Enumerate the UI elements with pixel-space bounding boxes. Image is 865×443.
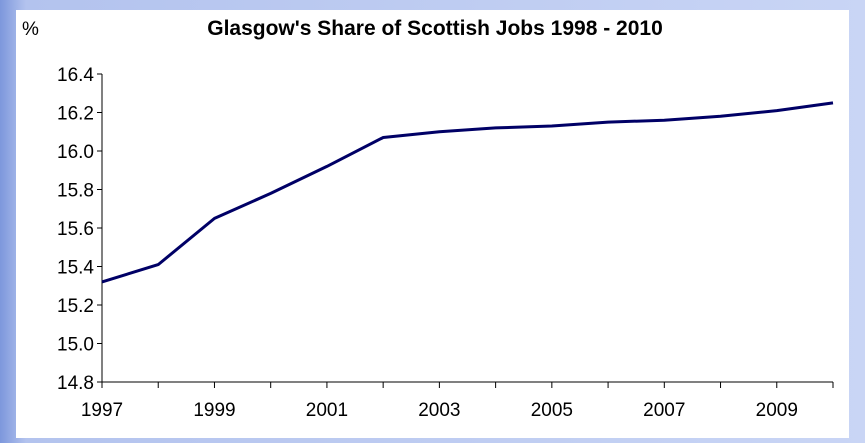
data-point [101, 280, 104, 283]
data-point [719, 115, 722, 118]
data-point [269, 192, 272, 195]
x-tick-label: 1999 [193, 400, 235, 421]
chart-frame: % Glasgow's Share of Scottish Jobs 1998 … [16, 10, 849, 438]
data-point [607, 121, 610, 124]
x-tick-label: 2001 [306, 400, 348, 421]
series-line [101, 101, 834, 284]
data-point [213, 217, 216, 220]
chart-title: Glasgow's Share of Scottish Jobs 1998 - … [207, 17, 663, 40]
y-unit-label: % [22, 19, 39, 40]
line-chart: % Glasgow's Share of Scottish Jobs 1998 … [22, 17, 835, 421]
data-point [157, 263, 160, 266]
x-tick-label: 2007 [643, 400, 685, 421]
y-tick-label: 15.8 [57, 181, 94, 202]
y-tick-label: 16.0 [57, 142, 94, 163]
data-point [550, 124, 553, 127]
data-point [775, 109, 778, 112]
axes: 16.4 16.2 16.0 15.8 15.6 15.4 15.2 15.0 14.8 1997… [57, 65, 834, 421]
y-tick-label: 15.0 [57, 335, 94, 356]
y-tick-label: 15.2 [57, 296, 94, 317]
y-tick-label: 15.6 [57, 219, 94, 240]
data-point [382, 136, 385, 139]
y-tick-label: 15.4 [57, 258, 94, 279]
x-tick-label: 2003 [418, 400, 460, 421]
data-point [663, 119, 666, 122]
plot-area [101, 101, 835, 284]
y-tick-label: 16.4 [57, 65, 94, 86]
data-point [325, 165, 328, 168]
x-tick-label: 2009 [756, 400, 798, 421]
x-tick-label: 1997 [81, 400, 123, 421]
x-tick-label: 2005 [531, 400, 573, 421]
y-tick-label: 16.2 [57, 104, 94, 125]
data-point [438, 130, 441, 133]
data-point [832, 101, 835, 104]
y-tick-label: 14.8 [57, 373, 94, 394]
data-point [494, 126, 497, 129]
